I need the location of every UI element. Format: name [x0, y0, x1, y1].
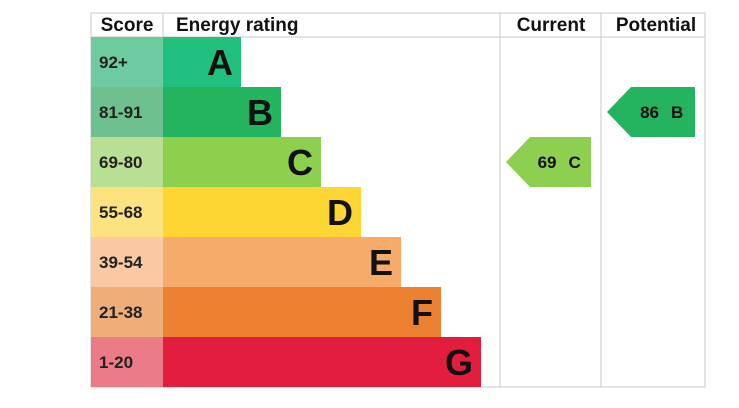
score-cell-b [91, 87, 163, 137]
energy-rating-header: Energy rating [176, 15, 298, 36]
score-cell-a [91, 37, 163, 87]
current-header: Current [517, 15, 586, 36]
band-letter-f: F [411, 292, 433, 333]
score-range-b: 81-91 [99, 103, 142, 122]
potential-header: Potential [616, 15, 696, 36]
current-value: 69 [538, 153, 557, 172]
potential-letter: B [671, 103, 683, 122]
score-cell-e [91, 237, 163, 287]
score-header: Score [101, 15, 154, 36]
current-arrow [506, 137, 591, 187]
band-letter-d: D [327, 192, 353, 233]
band-bar-e [163, 237, 401, 287]
rating-indicators: 69 C 86 B [506, 87, 695, 187]
band-bar-g [163, 337, 481, 387]
band-bar-a [163, 37, 241, 87]
score-range-e: 39-54 [99, 253, 143, 272]
score-range-f: 21-38 [99, 303, 142, 322]
score-range-d: 55-68 [99, 203, 142, 222]
band-bar-c [163, 137, 321, 187]
score-cell-d [91, 187, 163, 237]
band-bar-d [163, 187, 361, 237]
score-range-a: 92+ [99, 53, 128, 72]
band-letter-b: B [247, 92, 273, 133]
score-cell-f [91, 287, 163, 337]
score-cell-c [91, 137, 163, 187]
band-letter-g: G [445, 342, 473, 383]
score-cell-g [91, 337, 163, 387]
band-bar-b [163, 87, 281, 137]
band-letter-a: A [207, 42, 233, 83]
rating-bands: 92+ A 81-91 B 69-80 C 55-68 D 39-54 E 21-38 F 1-20 G [91, 37, 481, 387]
band-bar-f [163, 287, 441, 337]
band-letter-e: E [369, 242, 393, 283]
score-range-c: 69-80 [99, 153, 142, 172]
potential-value: 86 [640, 103, 659, 122]
current-letter: C [569, 153, 581, 172]
potential-arrow [607, 87, 695, 137]
score-range-g: 1-20 [99, 353, 133, 372]
band-letter-c: C [287, 142, 313, 183]
